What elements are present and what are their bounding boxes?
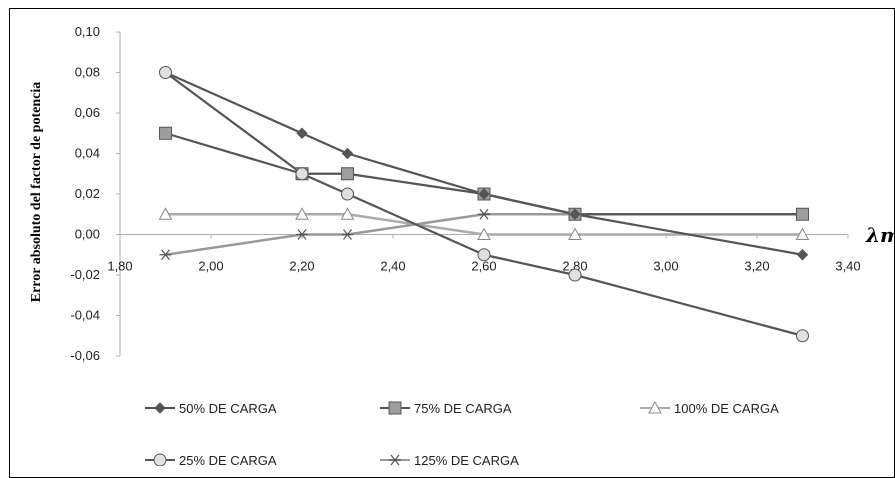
data-point-50	[569, 208, 581, 220]
data-point-100	[295, 207, 309, 220]
x-tick-label: 2,40	[380, 259, 405, 274]
data-point-25	[796, 329, 809, 343]
x-tick-label: 2,20	[289, 259, 314, 274]
y-tick-labels: 0,10 0,08 0,06 0,04 0,02 0,00 -0,02 -0,04 -0,06	[70, 24, 100, 363]
legend-marker-125	[389, 454, 401, 466]
chart-legend: 50% DE CARGA 75% DE CARGA 100% DE CARGA 25%…	[145, 400, 779, 466]
data-point-75	[341, 167, 354, 181]
y-tick-label: 0,02	[75, 186, 100, 201]
legend-label-125: 125% DE CARGA	[414, 453, 519, 466]
data-point-100	[795, 227, 810, 240]
legend-marker-100	[648, 400, 662, 414]
data-point-125	[159, 249, 172, 261]
legend-marker-50	[154, 402, 166, 414]
x-tick-label: 3,00	[653, 259, 678, 274]
data-point-100	[568, 227, 582, 240]
data-point-50	[341, 147, 354, 160]
x-tick-label: 3,40	[835, 259, 860, 274]
data-point-100	[477, 227, 491, 240]
legend-marker-25	[153, 453, 167, 466]
data-point-125	[478, 208, 490, 220]
data-point-125	[296, 229, 308, 240]
legend-label-75: 75% DE CARGA	[414, 401, 512, 416]
series-lines	[164, 71, 803, 337]
y-tick-label: 0,08	[75, 65, 100, 80]
series-line-25	[164, 71, 803, 337]
x-tick-label: 3,20	[744, 259, 769, 274]
data-point-100	[158, 207, 173, 220]
data-point-125	[341, 229, 354, 240]
data-point-25	[568, 268, 582, 282]
x-tick-labels: 1,80 2,00 2,20 2,40 2,60 2,80 3,00 3,20 3,40	[107, 259, 860, 274]
data-point-50	[478, 188, 490, 200]
data-point-75	[159, 126, 172, 140]
data-point-25	[477, 248, 491, 262]
series-markers	[158, 66, 810, 343]
legend-label-25: 25% DE CARGA	[179, 453, 277, 466]
y-tick-label: -0,04	[70, 308, 100, 323]
x-tick-label: 1,80	[107, 259, 132, 274]
legend-marker-75	[388, 401, 402, 415]
y-axis-label: Error absoluto del factor de potencia	[29, 82, 44, 303]
x-tick-label: 2,00	[198, 259, 223, 274]
data-point-25	[159, 66, 172, 79]
y-tick-label: 0,10	[75, 24, 100, 39]
series-line-75	[165, 132, 803, 216]
y-tick-label: -0,06	[70, 348, 100, 363]
line-chart: 0,100,080,060,040,020,00-0,02-0,04-0,06 …	[29, 24, 895, 466]
x-tick-label: 2,80	[562, 259, 587, 274]
data-point-100	[340, 207, 355, 220]
legend-label-50: 50% DE CARGA	[179, 401, 277, 416]
chart-frame	[9, 8, 895, 478]
data-point-25	[341, 187, 354, 201]
data-point-75	[796, 207, 809, 221]
x-tick-label: 2,60	[471, 259, 496, 274]
data-point-50	[796, 249, 809, 261]
x-axis-label: λm	[865, 223, 895, 247]
series-line-50	[165, 71, 803, 256]
y-tick-label: 0,04	[75, 146, 100, 161]
y-tick-label: 0,06	[75, 105, 100, 120]
legend-label-100: 100% DE CARGA	[674, 401, 779, 416]
data-point-50	[296, 127, 308, 139]
y-tick-label: 0,00	[75, 227, 100, 242]
y-tick-label: -0,02	[70, 267, 100, 282]
data-point-25	[295, 167, 309, 181]
